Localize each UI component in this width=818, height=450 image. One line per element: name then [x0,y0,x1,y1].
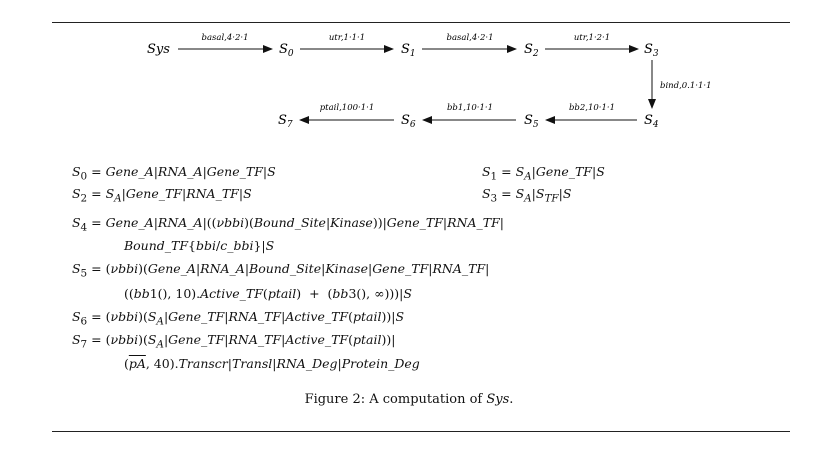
state-s7: S7 [278,113,293,130]
state-s3: S3 [644,42,659,59]
equation-s3: S3 = SA|STF|S [481,186,572,205]
equation-s4-line2: Bound_TF{bbi/c_bbi}|S [123,238,275,253]
label-s6-s7: ptail,100·1·1 [320,103,375,113]
state-s4: S4 [644,113,659,130]
state-s2: S2 [524,42,539,59]
state-s6: S6 [401,113,416,130]
label-s3-s4: bind,0.1·1·1 [660,81,712,91]
top-rule [52,22,790,23]
equation-s7-line2: (pA, 40).Transcr|Transl|RNA_Deg|Protein_… [123,356,420,371]
caption-subject: Sys [486,392,510,407]
equation-s5-line1: S5 = (νbbi)(Gene_A|RNA_A|Bound_Site|Kina… [71,261,490,280]
caption-prefix: Figure 2: A computation of [304,392,487,407]
equation-s2: S2 = SA|Gene_TF|RNA_TF|S [71,186,252,205]
state-sys: Sys [147,42,170,57]
label-s5-s6: bb1,10·1·1 [447,103,493,113]
state-s1: S1 [401,42,416,59]
bottom-rule [52,431,790,432]
label-s1-s2: basal,4·2·1 [447,33,494,43]
label-s2-s3: utr,1·2·1 [574,33,610,43]
equation-s0: S0 = Gene_A|RNA_A|Gene_TF|S [71,164,276,183]
label-s0-s1: utr,1·1·1 [329,33,365,43]
equation-s7-line1: S7 = (νbbi)(SA|Gene_TF|RNA_TF|Active_TF(… [71,332,396,351]
figure-caption: Figure 2: A computation of Sys. [0,392,818,407]
equation-s5-line2: ((bb1(), 10).Active_TF(ptail) + (bb3(), … [123,286,412,301]
state-s0: S0 [279,42,294,59]
label-sys-s0: basal,4·2·1 [202,33,249,43]
equation-s6: S6 = (νbbi)(SA|Gene_TF|RNA_TF|Active_TF(… [71,309,405,328]
label-s4-s5: bb2,10·1·1 [569,103,615,113]
equation-s1: S1 = SA|Gene_TF|S [481,164,605,183]
caption-suffix: . [509,392,514,407]
state-s5: S5 [524,113,539,130]
equation-s4-line1: S4 = Gene_A|RNA_A|((νbbi)(Bound_Site|Kin… [71,215,504,234]
